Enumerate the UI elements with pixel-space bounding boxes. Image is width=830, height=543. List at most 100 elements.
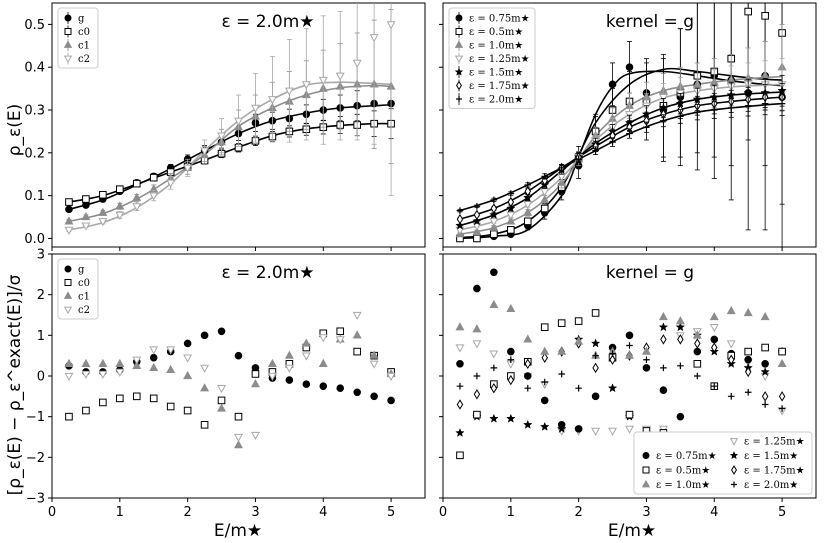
data-point: [65, 198, 73, 206]
data-point: [319, 382, 328, 390]
data-point: [507, 190, 515, 197]
data-point: [115, 368, 125, 377]
legend-marker: [455, 14, 463, 22]
data-point: [387, 396, 395, 405]
data-point: [710, 335, 719, 344]
data-point: [217, 403, 227, 412]
data-point: [284, 87, 294, 96]
data-point: [250, 104, 260, 113]
data-point: [660, 364, 667, 372]
data-point: [557, 346, 567, 355]
data-point: [524, 181, 532, 189]
data-point: [200, 147, 210, 156]
data-point: [456, 399, 464, 410]
data-point: [607, 383, 618, 393]
data-point: [473, 203, 481, 210]
legend-marker: [63, 291, 73, 299]
axes-frame: [51, 253, 426, 499]
legend-label: c0: [78, 27, 90, 38]
legend-marker: [455, 28, 463, 35]
data-point: [694, 338, 701, 349]
axes-frame: [442, 2, 817, 248]
y-tick-label: 0.0: [24, 232, 45, 247]
data-point: [490, 203, 498, 214]
data-point: [285, 376, 294, 384]
data-point: [234, 412, 243, 421]
data-point: [592, 362, 599, 374]
data-point: [267, 96, 277, 105]
legend-label: c2: [78, 54, 90, 65]
y-tick-label: 2: [37, 288, 45, 303]
ylabel-bottom: [ρ_ε(E) − ρ_ε^exact(E)]/σ: [5, 274, 25, 495]
data-point: [456, 382, 464, 390]
data-point: [98, 370, 108, 379]
legend-marker: [454, 40, 464, 48]
data-point: [132, 392, 141, 401]
legend-marker: [731, 481, 737, 488]
data-point: [200, 331, 209, 340]
data-point: [336, 384, 345, 393]
legend-label: ε = 1.25m★: [469, 54, 530, 65]
data-point: [472, 216, 482, 226]
y-tick-label: −1: [26, 410, 45, 425]
data-point: [541, 173, 549, 180]
data-point: [575, 384, 582, 392]
y-tick-label: 1: [37, 329, 45, 344]
data-point: [778, 391, 786, 402]
data-point: [608, 427, 618, 436]
plot-area: [455, 268, 787, 460]
data-point: [777, 358, 787, 367]
data-point: [455, 344, 465, 353]
y-tick-label: 0.2: [24, 146, 45, 161]
data-point: [456, 213, 464, 225]
data-point: [456, 207, 464, 214]
data-point: [149, 362, 159, 372]
data-point: [81, 212, 91, 221]
data-point: [490, 382, 498, 394]
data-point: [625, 63, 634, 72]
y-tick-label: 0: [37, 370, 45, 385]
data-point: [539, 421, 550, 431]
data-point: [386, 21, 396, 30]
data-point: [744, 388, 752, 396]
legend-marker: [729, 438, 739, 446]
legend-label: ε = 2.0m★: [744, 480, 798, 491]
data-point: [489, 222, 499, 231]
data-point: [301, 338, 311, 347]
panel-top-left: 0.0 0.1 0.2 0.3 0.4 0.5 ε = 2.0m★ g c0 c1 c2: [24, 2, 426, 251]
data-point: [116, 185, 124, 194]
data-point: [132, 192, 142, 201]
data-point: [558, 370, 565, 378]
data-point: [251, 370, 260, 378]
data-point: [490, 196, 498, 204]
legend-marker: [63, 55, 73, 64]
xlabel-left: E/m★: [214, 521, 262, 541]
data-point: [626, 342, 633, 349]
data-point: [726, 305, 736, 315]
panel-top-right: kernel = g ε = 0.75m★ ε = 0.5m★ ε = 1.0m★ ε …: [439, 2, 817, 251]
data-point: [352, 311, 362, 320]
data-point: [744, 7, 752, 16]
data-point: [455, 220, 465, 230]
data-point: [115, 211, 125, 220]
data-point: [507, 356, 515, 364]
legend-label: c2: [78, 305, 90, 316]
data-point: [456, 360, 464, 368]
data-point: [217, 327, 226, 336]
data-point: [183, 406, 192, 415]
data-point: [744, 347, 752, 356]
legend-marker: [454, 67, 464, 76]
data-point: [540, 323, 549, 331]
data-point: [99, 398, 107, 407]
data-point: [694, 108, 701, 116]
legend-label: c0: [78, 278, 90, 289]
legend-marker: [731, 465, 737, 475]
data-point: [369, 34, 379, 43]
legend-marker: [642, 452, 650, 459]
data-point: [301, 81, 311, 90]
data-point: [149, 394, 158, 403]
data-point: [760, 372, 770, 381]
data-point: [506, 216, 516, 225]
data-point: [115, 201, 125, 210]
data-point: [710, 382, 718, 390]
